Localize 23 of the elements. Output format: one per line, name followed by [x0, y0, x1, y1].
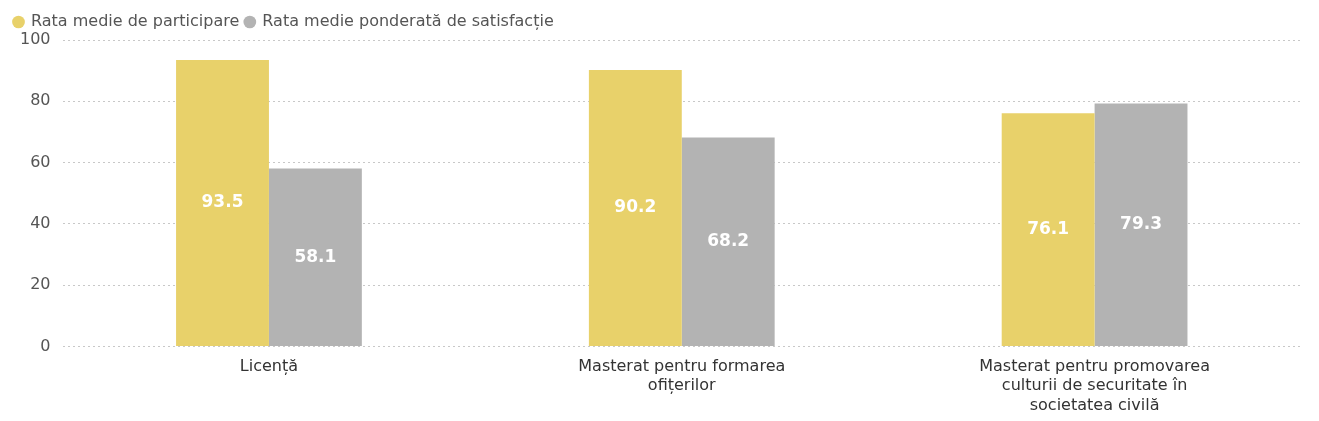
y-tick-label: 20 — [30, 274, 51, 294]
x-tick-label: Licență — [239, 356, 299, 376]
legend-label: Rata medie ponderată de satisfacție — [262, 11, 554, 31]
bar — [1001, 113, 1095, 346]
y-tick-label: 0 — [40, 335, 51, 355]
bar — [268, 168, 362, 346]
x-tick-label: Masterat pentru promovarea culturii de securitate în societatea civilă — [979, 356, 1210, 414]
data-label: 76.1 — [1027, 217, 1070, 238]
y-tick-label: 60 — [30, 151, 51, 171]
bar — [176, 59, 269, 346]
legend-label: Rata medie de participare — [31, 11, 240, 31]
y-tick-label: 100 — [19, 29, 51, 49]
x-tick-label: Masterat pentru formarea ofițerilor — [578, 356, 786, 395]
data-label: 90.2 — [614, 196, 657, 217]
y-tick-label: 80 — [30, 90, 51, 110]
data-label: 79.3 — [1120, 213, 1163, 234]
data-label: 93.5 — [201, 191, 244, 212]
bar — [681, 137, 775, 346]
bar — [588, 70, 682, 346]
y-tick-label: 40 — [30, 213, 51, 232]
data-label: 68.2 — [707, 230, 750, 251]
data-label: 58.1 — [294, 245, 337, 266]
bar — [1094, 103, 1188, 346]
